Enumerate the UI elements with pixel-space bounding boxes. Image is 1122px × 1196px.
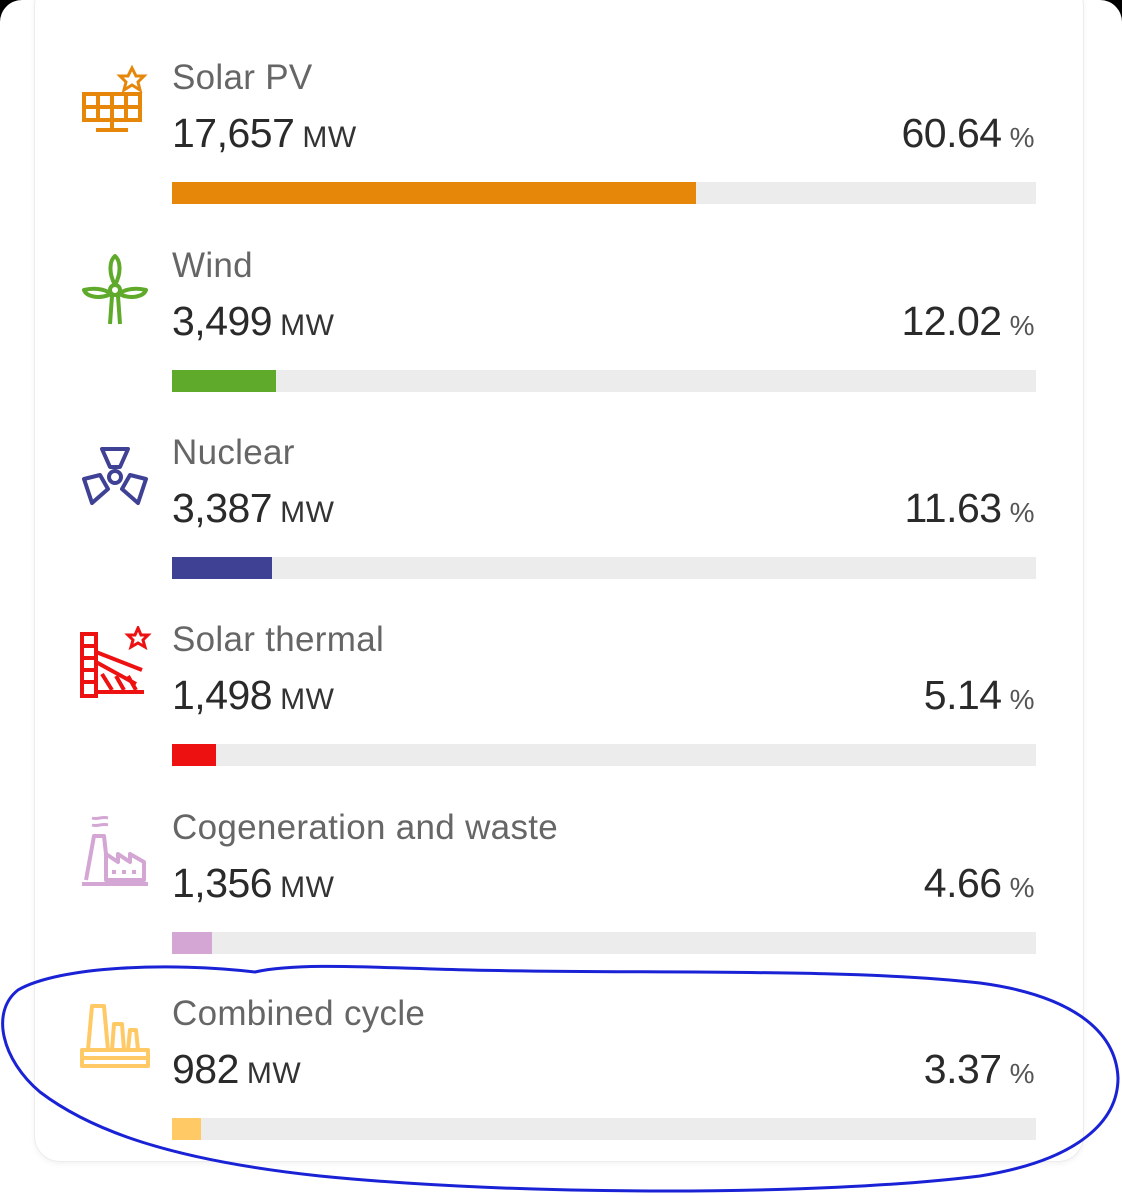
percent-sign: % (1009, 684, 1035, 715)
solar-panel-icon (78, 64, 152, 144)
combined-cycle-plant-icon (78, 1000, 152, 1080)
list-item-cogeneration-and-waste: Cogeneration and waste 1,356 MW 4.66% (0, 808, 1122, 970)
share-percent: 3.37% (923, 1046, 1035, 1092)
share-percent: 12.02% (901, 298, 1035, 344)
share-bar-track (172, 932, 1036, 954)
nuclear-icon (78, 439, 152, 519)
power-unit: MW (280, 496, 335, 529)
source-name: Solar thermal (172, 620, 385, 659)
source-name: Solar PV (172, 58, 313, 97)
share-percent: 60.64% (901, 110, 1035, 156)
share-bar-track (172, 370, 1036, 392)
cogeneration-factory-icon (78, 814, 152, 894)
share-bar-track (172, 744, 1036, 766)
power-value: 3,499 MW (172, 298, 335, 344)
source-name: Wind (172, 246, 253, 285)
power-unit: MW (246, 1057, 302, 1090)
share-percent: 5.14% (923, 672, 1035, 718)
share-bar-track (172, 557, 1036, 579)
power-value: 1,498 MW (172, 672, 335, 718)
percent-sign: % (1009, 310, 1035, 341)
solar-thermal-icon (78, 626, 152, 706)
list-item-solar-pv: Solar PV 17,657 MW 60.64% (0, 58, 1122, 220)
power-value: 3,387 MW (172, 485, 335, 531)
share-bar-fill (172, 932, 213, 954)
power-unit: MW (280, 683, 335, 716)
source-name: Combined cycle (172, 994, 426, 1033)
list-item-combined-cycle: Combined cycle 982 MW 3.37% (0, 994, 1122, 1156)
power-unit: MW (280, 309, 335, 342)
percent-sign: % (1009, 872, 1035, 903)
share-bar-track (172, 182, 1036, 204)
share-bar-fill (172, 182, 696, 204)
source-name: Nuclear (172, 433, 295, 472)
power-value: 982 MW (172, 1046, 302, 1092)
share-bar-fill (172, 1118, 202, 1140)
percent-sign: % (1009, 122, 1035, 153)
share-bar-track (172, 1118, 1036, 1140)
list-item-nuclear: Nuclear 3,387 MW 11.63% (0, 433, 1122, 595)
share-percent: 4.66% (923, 860, 1035, 906)
share-bar-fill (172, 744, 217, 766)
share-bar-fill (172, 370, 276, 392)
wind-turbine-icon (78, 252, 152, 332)
share-bar-fill (172, 557, 273, 579)
share-percent: 11.63% (904, 485, 1035, 531)
power-unit: MW (302, 121, 357, 154)
power-value: 1,356 MW (172, 860, 335, 906)
source-name: Cogeneration and waste (172, 808, 559, 847)
list-item-wind: Wind 3,499 MW 12.02% (0, 246, 1122, 408)
percent-sign: % (1009, 1058, 1035, 1089)
percent-sign: % (1009, 497, 1035, 528)
list-item-solar-thermal: Solar thermal 1,498 MW 5.14% (0, 620, 1122, 782)
power-unit: MW (280, 871, 335, 904)
power-value: 17,657 MW (172, 110, 357, 156)
